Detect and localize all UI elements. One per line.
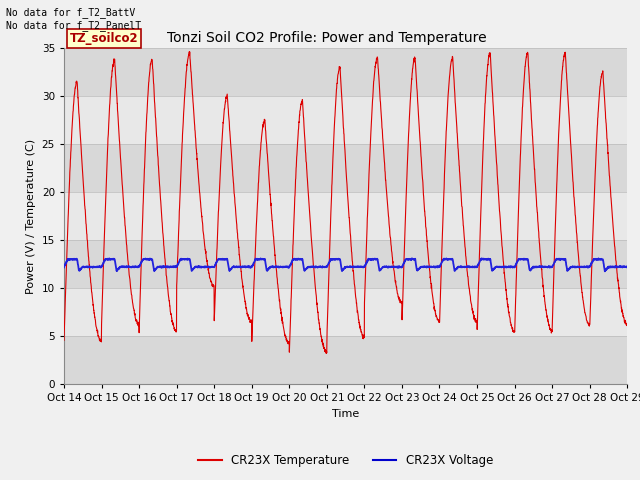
Legend: CR23X Temperature, CR23X Voltage: CR23X Temperature, CR23X Voltage	[193, 450, 498, 472]
Text: No data for f_T2_BattV
No data for f_T2_PanelT: No data for f_T2_BattV No data for f_T2_…	[6, 7, 141, 31]
Text: Tonzi Soil CO2 Profile: Power and Temperature: Tonzi Soil CO2 Profile: Power and Temper…	[167, 32, 486, 46]
Bar	[64, 48, 627, 96]
Bar	[64, 336, 627, 384]
Text: TZ_soilco2: TZ_soilco2	[70, 32, 138, 45]
X-axis label: Time: Time	[332, 408, 359, 419]
Bar	[64, 288, 627, 336]
Y-axis label: Power (V) / Temperature (C): Power (V) / Temperature (C)	[26, 138, 36, 294]
Bar	[64, 240, 627, 288]
Bar	[64, 144, 627, 192]
Bar	[64, 192, 627, 240]
Bar	[64, 96, 627, 144]
